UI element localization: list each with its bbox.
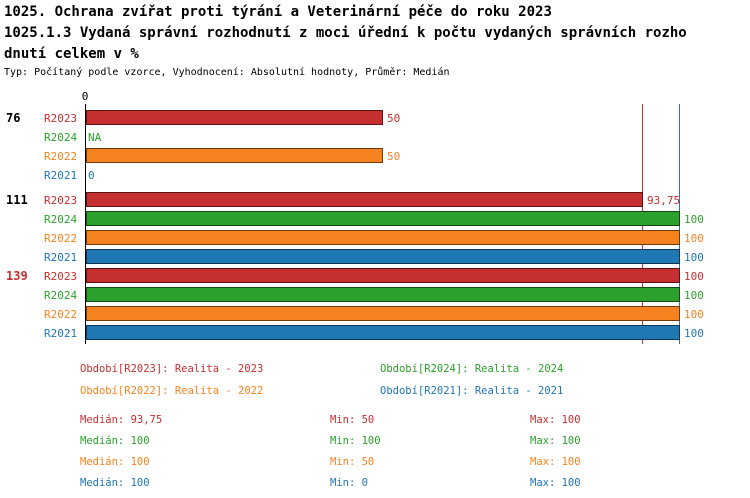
value-label: 50 (387, 112, 401, 125)
legend-item-r2024: Období[R2024]: Realita - 2024 (380, 363, 564, 375)
series-label-r2024: R2024 (44, 213, 78, 226)
value-label: NA (88, 131, 102, 144)
series-label-r2023: R2023 (44, 270, 78, 283)
stat-median-r2023: Medián: 93,75 (80, 414, 163, 426)
value-label: 100 (684, 270, 704, 283)
legend-item-r2021: Období[R2021]: Realita - 2021 (380, 385, 564, 397)
series-label-r2024: R2024 (44, 131, 78, 144)
value-label: 100 (684, 308, 704, 321)
bar-r2021 (86, 325, 680, 340)
group-label: 111 (6, 193, 28, 207)
stat-min-r2022: Min: 50 (330, 456, 375, 468)
series-label-r2022: R2022 (44, 308, 78, 321)
stat-median-r2021: Medián: 100 (80, 477, 150, 489)
chart-title-line-2: 1025.1.3 Vydaná správní rozhodnutí z moc… (4, 25, 687, 41)
series-label-r2023: R2023 (44, 112, 78, 125)
series-label-r2022: R2022 (44, 232, 78, 245)
legend-item-r2022: Období[R2022]: Realita - 2022 (80, 385, 264, 397)
bar-r2021 (86, 249, 680, 264)
stat-min-r2023: Min: 50 (330, 414, 375, 426)
group-label: 139 (6, 269, 28, 283)
bar-r2022 (86, 306, 680, 321)
stat-max-r2023: Max: 100 (530, 414, 581, 426)
chart-title-line-3: dnutí celkem v % (4, 46, 139, 62)
value-label: 100 (684, 327, 704, 340)
value-label: 93,75 (647, 194, 681, 207)
stat-median-r2022: Medián: 100 (80, 456, 150, 468)
value-label: 50 (387, 150, 401, 163)
chart-subtitle: Typ: Počítaný podle vzorce, Vyhodnocení:… (4, 67, 450, 78)
bar-r2023 (86, 110, 383, 125)
chart-title-line-1: 1025. Ochrana zvířat proti týrání a Vete… (4, 4, 552, 20)
bar-r2022 (86, 230, 680, 245)
series-label-r2021: R2021 (44, 251, 78, 264)
value-label: 100 (684, 251, 704, 264)
stat-max-r2024: Max: 100 (530, 435, 581, 447)
legend-item-r2023: Období[R2023]: Realita - 2023 (80, 363, 264, 375)
bar-r2024 (86, 287, 680, 302)
series-label-r2023: R2023 (44, 194, 78, 207)
value-label: 100 (684, 232, 704, 245)
bar-r2023 (86, 192, 643, 207)
bar-r2023 (86, 268, 680, 283)
value-label: 100 (684, 213, 704, 226)
stat-min-r2021: Min: 0 (330, 477, 368, 489)
group-label: 76 (6, 111, 21, 125)
bar-r2022 (86, 148, 383, 163)
stat-median-r2024: Medián: 100 (80, 435, 150, 447)
series-label-r2021: R2021 (44, 327, 78, 340)
x-axis-zero-label: 0 (81, 90, 89, 103)
series-label-r2022: R2022 (44, 150, 78, 163)
y-axis-line (85, 104, 86, 344)
series-label-r2024: R2024 (44, 289, 78, 302)
value-label: 0 (88, 169, 95, 182)
stat-max-r2022: Max: 100 (530, 456, 581, 468)
stat-max-r2021: Max: 100 (530, 477, 581, 489)
stat-min-r2024: Min: 100 (330, 435, 381, 447)
value-label: 100 (684, 289, 704, 302)
series-label-r2021: R2021 (44, 169, 78, 182)
bar-r2024 (86, 211, 680, 226)
